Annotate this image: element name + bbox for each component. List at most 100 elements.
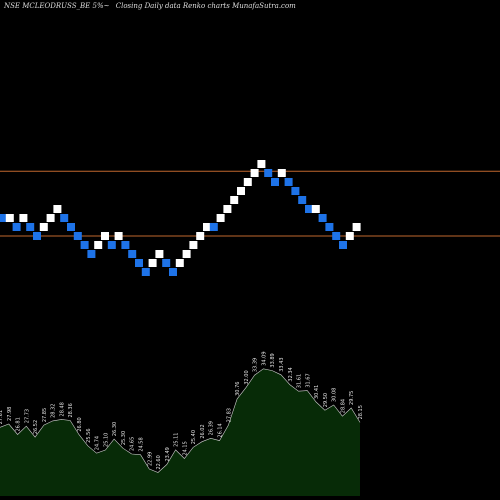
renko-brick-down [271, 178, 279, 186]
area-data-label: 26.02 [200, 424, 206, 438]
area-data-label: 30.76 [235, 382, 241, 396]
area-data-label: 33.39 [253, 358, 259, 372]
renko-brick-up [352, 223, 361, 231]
renko-brick-down [318, 214, 327, 222]
chart-symbol: NSE MCLEODRUSS_BE 5%~ [4, 2, 110, 10]
renko-brick-up [114, 232, 123, 240]
area-data-label: 33.43 [279, 357, 285, 371]
area-data-label: 33.89 [270, 353, 276, 367]
renko-brick-down [298, 196, 307, 204]
renko-brick-down [33, 232, 41, 240]
area-line [0, 368, 361, 473]
renko-brick-down [339, 241, 347, 249]
area-data-label: 30.08 [332, 388, 338, 402]
renko-brick-up [257, 160, 266, 168]
renko-brick-down [26, 223, 35, 231]
area-data-label: 30.41 [314, 385, 320, 399]
area-data-label: 32.34 [288, 367, 294, 381]
renko-brick-up [243, 178, 252, 186]
area-data-label: 24.74 [95, 436, 101, 450]
chart-header: NSE MCLEODRUSS_BE 5%~ Closing Daily data… [4, 2, 300, 10]
area-data-label: 25.30 [121, 431, 127, 445]
renko-brick-up [311, 205, 320, 213]
renko-brick-down [0, 214, 7, 222]
area-data-label: 28.36 [68, 403, 74, 417]
area-data-label: 31.67 [305, 373, 311, 387]
area-data-label: 22.99 [147, 452, 153, 466]
renko-brick-up [196, 232, 205, 240]
area-data-label: 26.81 [16, 417, 22, 431]
area-data-label: 27.73 [24, 409, 30, 423]
area-data-label: 31.61 [297, 374, 303, 388]
renko-brick-up [175, 259, 184, 267]
renko-brick-up [19, 214, 28, 222]
area-data-label: 27.83 [226, 408, 232, 422]
renko-brick-down [60, 214, 69, 222]
renko-brick-down [80, 241, 89, 249]
renko-brick-up [39, 223, 48, 231]
area-data-label: 26.39 [209, 421, 215, 435]
area-data-label: 24.15 [182, 441, 188, 455]
area-data-label: 34.09 [261, 351, 267, 365]
renko-brick-up [101, 232, 109, 240]
area-data-label: 28.32 [51, 404, 57, 418]
renko-bricks [0, 160, 361, 276]
renko-brick-down [128, 250, 137, 258]
renko-brick-down [107, 241, 116, 249]
area-data-label: 32.00 [244, 370, 250, 384]
area-data-label: 27.61 [0, 410, 4, 424]
renko-brick-down [162, 259, 171, 267]
area-data-label: 26.14 [218, 423, 224, 437]
renko-brick-down [141, 268, 150, 276]
chart-subtitle: Closing Daily data Renko charts MunafaSu… [115, 2, 296, 10]
area-data-label: 23.49 [165, 447, 171, 461]
renko-brick-up [203, 223, 211, 231]
renko-brick-down [325, 223, 334, 231]
renko-brick-down [87, 250, 96, 258]
area-data-label: 27.85 [42, 408, 48, 422]
renko-brick-up [216, 214, 225, 222]
area-data-label: 26.80 [77, 417, 83, 431]
area-data-label: 28.48 [59, 402, 65, 416]
renko-brick-up [345, 232, 354, 240]
area-data-label: 27.98 [7, 407, 13, 421]
renko-brick-up [223, 205, 232, 213]
renko-brick-up [230, 196, 239, 204]
area-data-label: 25.10 [103, 433, 109, 447]
renko-brick-up [277, 169, 286, 177]
renko-brick-up [237, 187, 245, 195]
area-data-label: 24.65 [130, 437, 136, 451]
area-data-label: 26.52 [33, 420, 39, 434]
area-data-label: 22.60 [156, 455, 162, 469]
renko-brick-up [46, 214, 55, 222]
level-lines [0, 170, 500, 237]
area-data-label: 25.40 [191, 430, 197, 444]
renko-brick-up [189, 241, 198, 249]
renko-brick-down [73, 232, 82, 240]
renko-brick-down [67, 223, 75, 231]
renko-brick-down [169, 268, 177, 276]
renko-brick-up [182, 250, 191, 258]
renko-brick-up [94, 241, 103, 249]
renko-brick-down [209, 223, 218, 231]
renko-brick-down [12, 223, 21, 231]
area-data-label: 29.50 [323, 393, 329, 407]
area-data-label: 25.11 [174, 433, 180, 447]
renko-brick-down [332, 232, 341, 240]
renko-brick-up [53, 205, 62, 213]
renko-brick-up [250, 169, 259, 177]
renko-brick-up [148, 259, 157, 267]
area-data-label: 28.15 [358, 405, 364, 419]
renko-brick-down [305, 205, 313, 213]
renko-brick-down [264, 169, 273, 177]
area-fill [0, 368, 360, 496]
area-data-label: 25.56 [86, 428, 92, 442]
area-data-label: 24.58 [138, 437, 144, 451]
renko-brick-down [135, 259, 143, 267]
renko-brick-up [5, 214, 14, 222]
renko-brick-down [284, 178, 293, 186]
area-data-label: 28.84 [340, 399, 346, 413]
renko-brick-down [121, 241, 130, 249]
